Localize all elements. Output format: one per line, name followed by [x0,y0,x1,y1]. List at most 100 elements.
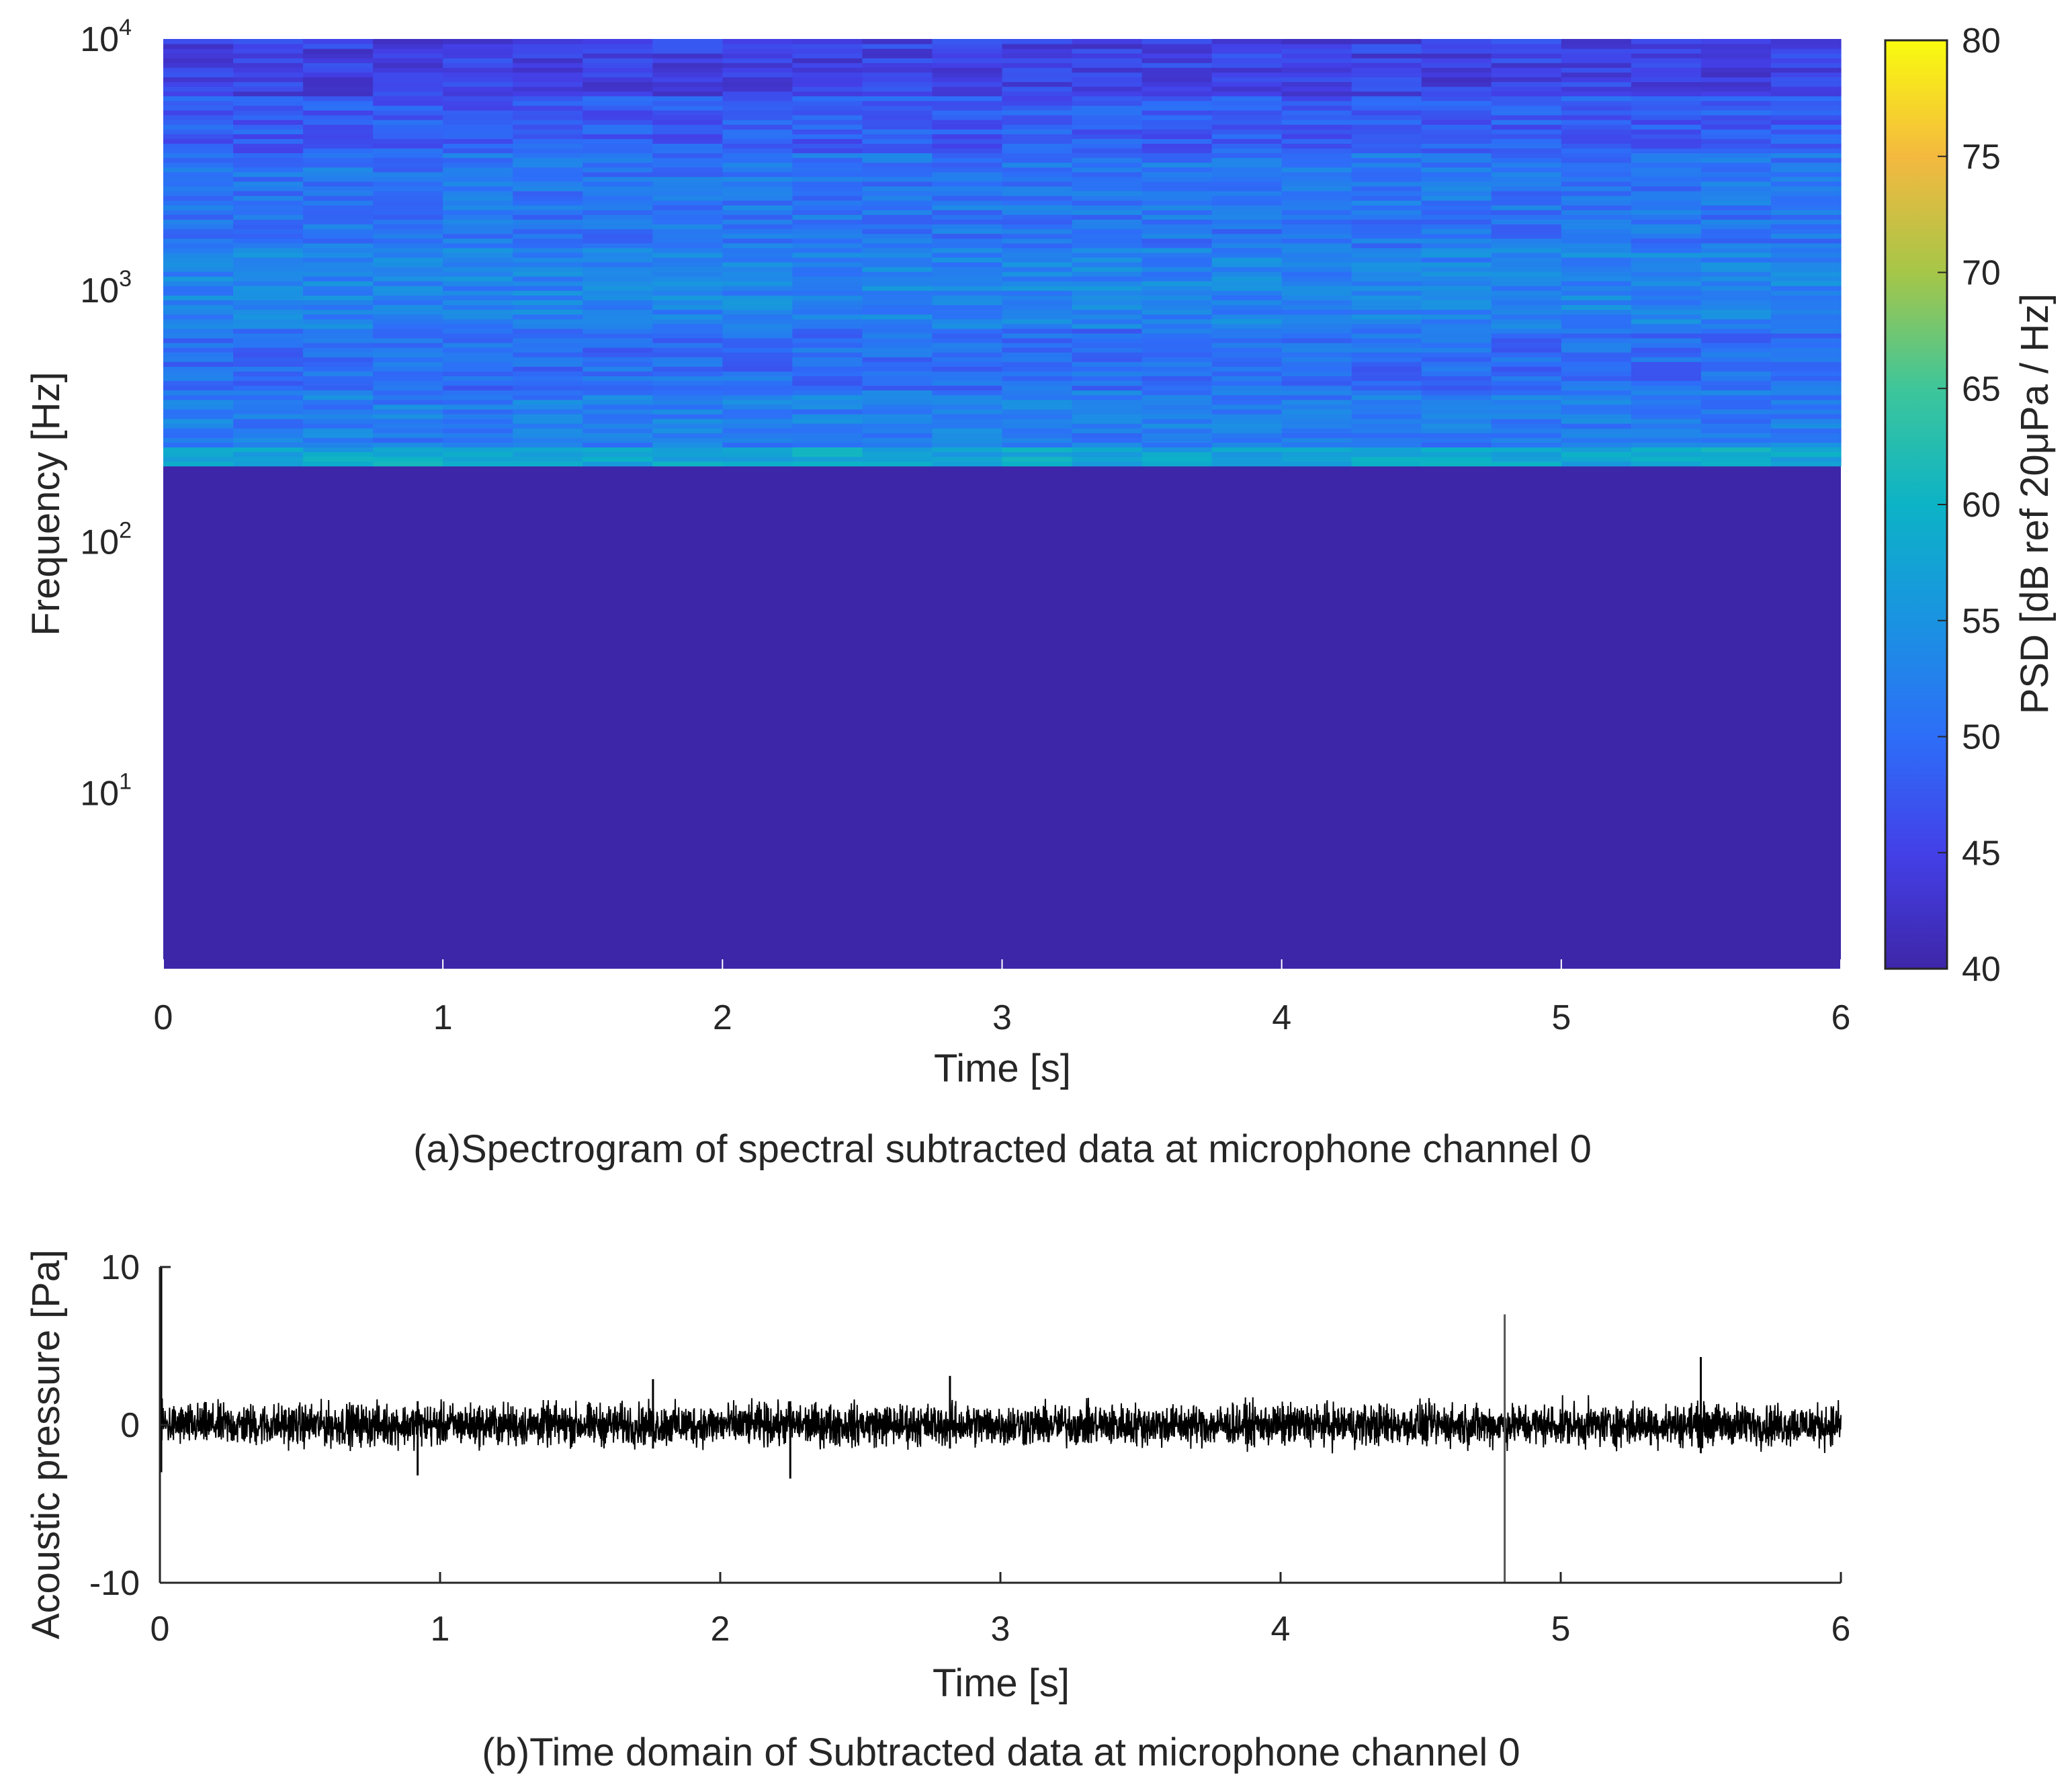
spectrogram-cell [513,286,583,291]
spectrogram-cell [1211,72,1283,78]
spectrogram-cell [303,419,374,424]
spectrogram-cell [792,408,863,414]
spectrogram-cell [862,295,933,301]
spectrogram-cell [652,72,723,78]
spectrogram-cell [722,39,793,44]
spectrogram-cell [652,361,723,367]
spectrogram-cell [443,385,513,391]
spectrogram-cell [862,44,933,49]
spectrogram-cell [582,333,653,339]
spectrogram-cell [163,437,234,443]
spectrogram-cell [1700,371,1772,377]
spectrogram-cell [443,48,513,54]
spectrogram-cell [722,124,793,130]
spectrogram-cell [1281,423,1352,429]
spectrogram-cell [1770,328,1842,334]
spectrogram-cell [1631,385,1702,391]
spectrogram-cell [1770,399,1842,405]
spectrogram-cell [652,290,723,296]
spectrogram-cell [792,44,863,49]
spectrogram-cell [1700,419,1772,424]
spectrogram-cell [443,347,513,353]
spectrogram-cell [1700,162,1772,168]
spectrogram-cell [513,105,583,111]
spectrogram-cell [932,343,1003,348]
spectrogram-cell [1211,252,1283,258]
spectrogram-cell [1141,110,1213,116]
spectrogram-cell [1491,86,1562,92]
spectrogram-cell [1561,91,1632,97]
spectrogram-cell [373,366,443,372]
spectrogram-cell [303,333,374,339]
spectrogram-cell [932,110,1003,116]
spectrogram-cell [932,413,1003,419]
spectrogram-cell [862,176,933,182]
spectrogram-cell [1561,238,1632,244]
spectrogram-cell [722,385,793,391]
spectrogram-cell [1491,124,1562,130]
spectrogram-cell [373,394,443,400]
spectrogram-cell [163,290,234,296]
spectrogram-cell [1561,219,1632,225]
spectrogram-cell [1281,120,1352,125]
spectrogram-cell [1002,134,1073,139]
spectrogram-cell [1002,428,1073,433]
spectrogram-cell [1700,77,1772,83]
spectrogram-cell [1141,72,1213,78]
spectrogram-cell [513,276,583,281]
colorbar-tick-label: 60 [1962,486,2001,525]
spectrogram-cell [1491,210,1562,215]
spectrogram-cell [792,115,863,120]
spectrogram-cell [932,304,1003,310]
spectrogram-cell [1281,271,1352,277]
spectrogram-cell [1491,352,1562,357]
spectrogram-cell [1351,456,1422,462]
spectrogram-cell [862,385,933,391]
spectrogram-cell [722,48,793,54]
spectrogram-cell [1141,343,1213,348]
spectrogram-cell [443,200,513,206]
spectrogram-cell [303,200,374,206]
spectrogram-cell [862,276,933,281]
spectrogram-cell [582,100,653,106]
spectrogram-cell [1770,134,1842,139]
spectrogram-cell [932,399,1003,405]
spectrogram-cell [792,200,863,206]
spectrogram-cell [722,252,793,258]
spectrogram-cell [932,181,1003,187]
spectrogram-cell [513,210,583,215]
spectrogram-cell [1561,404,1632,410]
spectrogram-cell [932,394,1003,400]
spectrogram-cell [652,447,723,453]
spectrogram-cell [233,423,304,429]
spectrogram-cell [792,176,863,182]
spectrogram-cell [722,77,793,83]
spectrogram-cell [1561,281,1632,286]
spectrogram-cell [1631,191,1702,196]
spectrogram-cell [582,134,653,139]
spectrogram-cell [722,333,793,339]
spectrogram-cell [582,451,653,457]
spectrogram-cell [582,110,653,116]
spectrogram-cell [792,224,863,230]
spectrogram-cell [1351,271,1422,277]
timeseries-x-tick-label: 0 [150,1610,170,1649]
spectrogram-cell [932,290,1003,296]
spectrogram-cell [443,428,513,433]
spectrogram-cell [1491,300,1562,306]
spectrogram-cell [932,423,1003,429]
spectrogram-cell [932,105,1003,111]
spectrogram-cell [722,185,793,191]
spectrogram-cell [443,461,513,467]
spectrogram-cell [1561,408,1632,414]
spectrogram-cell [163,419,234,424]
spectrogram-cell [722,148,793,154]
spectrogram-cell [233,243,304,249]
spectrogram-cell [1072,138,1143,144]
spectrogram-cell [1631,200,1702,206]
spectrogram-cell [1491,276,1562,281]
spectrogram-cell [1421,58,1492,63]
spectrogram-cell [443,176,513,182]
spectrogram-cell [722,233,793,239]
spectrogram-cell [1351,115,1422,120]
